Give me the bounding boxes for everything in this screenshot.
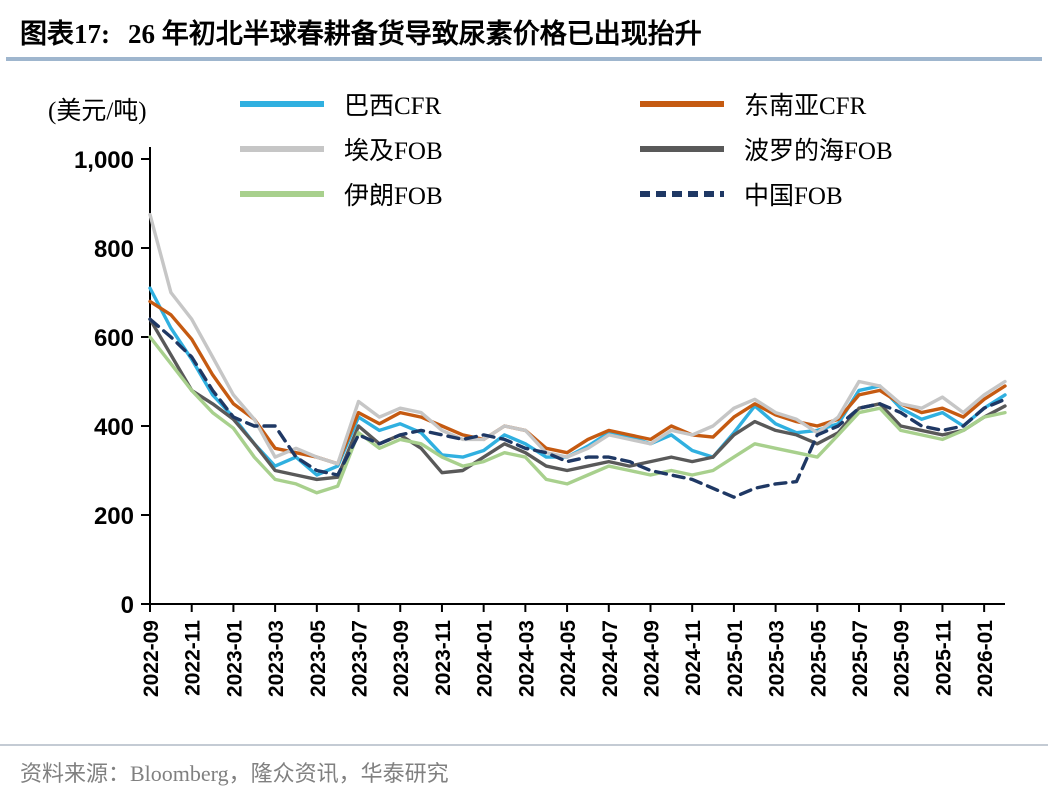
svg-text:2025-05: 2025-05 bbox=[807, 620, 830, 697]
legend-item: 波罗的海FOB bbox=[638, 134, 1038, 165]
footer: 资料来源：Bloomberg，隆众资讯，华泰研究 bbox=[0, 744, 1048, 792]
title-underline-divider bbox=[6, 57, 1042, 61]
price-chart-svg: 0 200 400 600 800 1,000 2022-09 2022-11 2023-01 2… bbox=[74, 147, 1007, 697]
svg-text:2023-11: 2023-11 bbox=[432, 620, 455, 696]
figure-title-text: 26 年初北半球春耕备货导致尿素价格已出现抬升 bbox=[128, 19, 702, 49]
svg-text:600: 600 bbox=[94, 325, 134, 352]
legend-line-swatch bbox=[240, 146, 324, 152]
figure-number-label: 图表17: bbox=[20, 19, 110, 49]
legend-item: 东南亚CFR bbox=[638, 89, 1038, 120]
svg-text:2025-07: 2025-07 bbox=[849, 620, 872, 697]
svg-text:2024-07: 2024-07 bbox=[599, 620, 622, 697]
svg-text:2022-11: 2022-11 bbox=[182, 620, 205, 696]
legend-line-swatch bbox=[240, 191, 324, 197]
footer-divider bbox=[0, 744, 1048, 746]
legend-item-label: 巴西CFR bbox=[344, 93, 442, 120]
figure-title: 图表17: 26 年初北半球春耕备货导致尿素价格已出现抬升 bbox=[0, 0, 1048, 51]
legend-item: 中国FOB bbox=[638, 179, 1038, 210]
svg-text:2026-01: 2026-01 bbox=[974, 620, 997, 697]
svg-text:2025-01: 2025-01 bbox=[724, 620, 747, 697]
legend-item-label: 中国FOB bbox=[744, 183, 843, 210]
svg-text:2025-03: 2025-03 bbox=[766, 620, 789, 697]
svg-text:2024-01: 2024-01 bbox=[474, 620, 497, 697]
svg-text:1,000: 1,000 bbox=[74, 147, 134, 174]
chart-legend: 巴西CFR 东南亚CFR 埃及FOB 波罗的海FOB 伊朗FOB 中国FOB bbox=[238, 89, 1038, 210]
legend-item-label: 波罗的海FOB bbox=[744, 138, 893, 165]
svg-text:800: 800 bbox=[94, 236, 134, 263]
svg-text:2025-09: 2025-09 bbox=[891, 620, 914, 697]
legend-line-swatch bbox=[240, 101, 324, 107]
svg-text:2024-09: 2024-09 bbox=[640, 620, 663, 697]
svg-text:2023-01: 2023-01 bbox=[223, 620, 246, 697]
svg-text:0: 0 bbox=[121, 592, 134, 619]
svg-text:2023-09: 2023-09 bbox=[390, 620, 413, 697]
svg-text:2023-03: 2023-03 bbox=[265, 620, 288, 697]
svg-text:2024-03: 2024-03 bbox=[515, 620, 538, 697]
svg-text:2025-11: 2025-11 bbox=[932, 620, 955, 696]
legend-line-swatch bbox=[640, 191, 724, 197]
svg-text:200: 200 bbox=[94, 503, 134, 530]
svg-text:2023-07: 2023-07 bbox=[349, 620, 372, 697]
y-axis-unit-label: (美元/吨) bbox=[48, 98, 147, 125]
legend-item-label: 伊朗FOB bbox=[344, 183, 443, 210]
legend-line-swatch bbox=[640, 101, 724, 107]
legend-item: 埃及FOB bbox=[238, 134, 638, 165]
svg-text:2024-05: 2024-05 bbox=[557, 620, 580, 697]
svg-text:2024-11: 2024-11 bbox=[682, 620, 705, 696]
legend-item: 伊朗FOB bbox=[238, 179, 638, 210]
legend-item-label: 埃及FOB bbox=[344, 138, 443, 165]
svg-text:2023-05: 2023-05 bbox=[307, 620, 330, 697]
chart-area: 0 200 400 600 800 1,000 2022-09 2022-11 2023-01 2… bbox=[0, 61, 1048, 751]
legend-item-label: 东南亚CFR bbox=[744, 93, 867, 120]
svg-text:2022-09: 2022-09 bbox=[140, 620, 163, 697]
legend-item: 巴西CFR bbox=[238, 89, 638, 120]
svg-text:400: 400 bbox=[94, 414, 134, 441]
legend-line-swatch bbox=[640, 146, 724, 152]
source-note: 资料来源：Bloomberg，隆众资讯，华泰研究 bbox=[20, 761, 449, 786]
